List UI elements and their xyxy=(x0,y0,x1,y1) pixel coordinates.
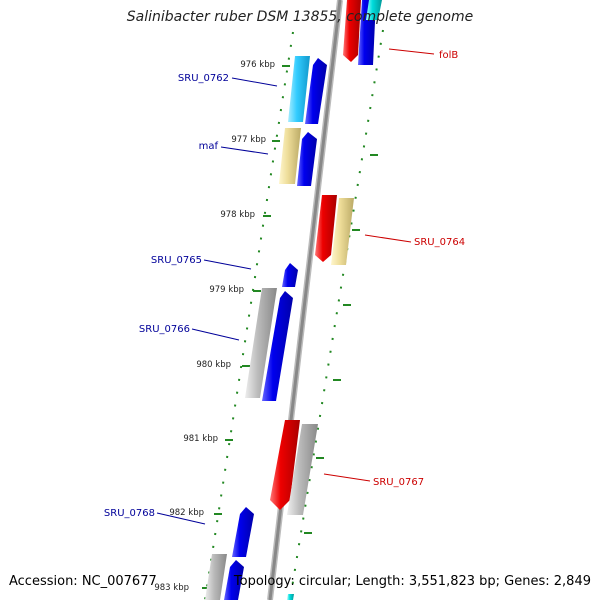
leader-SRU_0765 xyxy=(203,259,252,270)
gene-bottom-cyan[interactable] xyxy=(287,594,294,600)
gene-SRU_0767-red[interactable] xyxy=(270,420,300,510)
tick-labels: 976 kbp 977 kbp 978 kbp 979 kbp 980 kbp … xyxy=(154,60,275,593)
leader-maf xyxy=(220,146,269,155)
gene-SRU_0766-gray[interactable] xyxy=(245,288,277,398)
gene-folB-red[interactable] xyxy=(343,0,361,62)
label-maf[interactable]: maf xyxy=(199,141,219,152)
genome-info-label: Topology: circular; Length: 3,551,823 bp… xyxy=(233,574,591,589)
gene-SRU_0766-blue[interactable] xyxy=(262,291,293,401)
gene-SRU_0762-blue[interactable] xyxy=(305,58,327,124)
leader-SRU_0766 xyxy=(191,328,240,341)
guide-left xyxy=(204,31,294,600)
gene-bottom-gray[interactable] xyxy=(205,554,227,600)
gene-SRU_0768-blue[interactable] xyxy=(232,507,254,557)
tick-label-978: 978 kbp xyxy=(220,210,255,220)
right-ticks xyxy=(304,154,378,534)
label-SRU_0762[interactable]: SRU_0762 xyxy=(178,73,229,84)
gene-SRU_0767-gray[interactable] xyxy=(287,424,318,515)
major-ticks xyxy=(202,65,290,589)
gene-SRU_0765-blue[interactable] xyxy=(282,263,298,287)
tick-label-981: 981 kbp xyxy=(183,434,218,444)
gene-labels: folB SRU_0762 maf SRU_0764 SRU_0765 SRU_… xyxy=(104,50,465,519)
guide-right xyxy=(289,29,384,600)
tick-label-982: 982 kbp xyxy=(169,508,204,518)
gene-SRU_0762-lightblue[interactable] xyxy=(288,56,310,122)
gene-maf-blue[interactable] xyxy=(297,132,317,186)
tick-label-980: 980 kbp xyxy=(196,360,231,370)
label-SRU_0764[interactable]: SRU_0764 xyxy=(414,237,465,248)
gene-maf-yellow[interactable] xyxy=(279,128,301,184)
leader-SRU_0768 xyxy=(156,512,206,525)
page-title: Salinibacter ruber DSM 13855, complete g… xyxy=(126,9,474,25)
tick-label-976: 976 kbp xyxy=(240,60,275,70)
label-folB[interactable]: folB xyxy=(439,50,458,61)
label-SRU_0768[interactable]: SRU_0768 xyxy=(104,508,155,519)
label-SRU_0767[interactable]: SRU_0767 xyxy=(373,477,424,488)
tick-label-977: 977 kbp xyxy=(231,135,266,145)
reverse-features xyxy=(270,0,382,600)
gene-SRU_0764-yellow[interactable] xyxy=(331,198,354,265)
leader-SRU_0762 xyxy=(231,77,278,87)
leader-SRU_0767 xyxy=(323,473,371,482)
forward-features xyxy=(205,56,327,600)
gene-SRU_0764-red[interactable] xyxy=(315,195,337,262)
leader-folB xyxy=(388,48,435,55)
gene-folB-cyan[interactable] xyxy=(366,0,382,20)
leader-SRU_0764 xyxy=(364,234,412,243)
label-SRU_0765[interactable]: SRU_0765 xyxy=(151,255,202,266)
label-leaders xyxy=(156,48,435,525)
tick-label-979: 979 kbp xyxy=(209,285,244,295)
gene-bottom-blue[interactable] xyxy=(224,560,244,600)
label-SRU_0766[interactable]: SRU_0766 xyxy=(139,324,190,335)
tick-label-983: 983 kbp xyxy=(154,583,189,593)
accession-label: Accession: NC_007677 xyxy=(9,574,157,589)
